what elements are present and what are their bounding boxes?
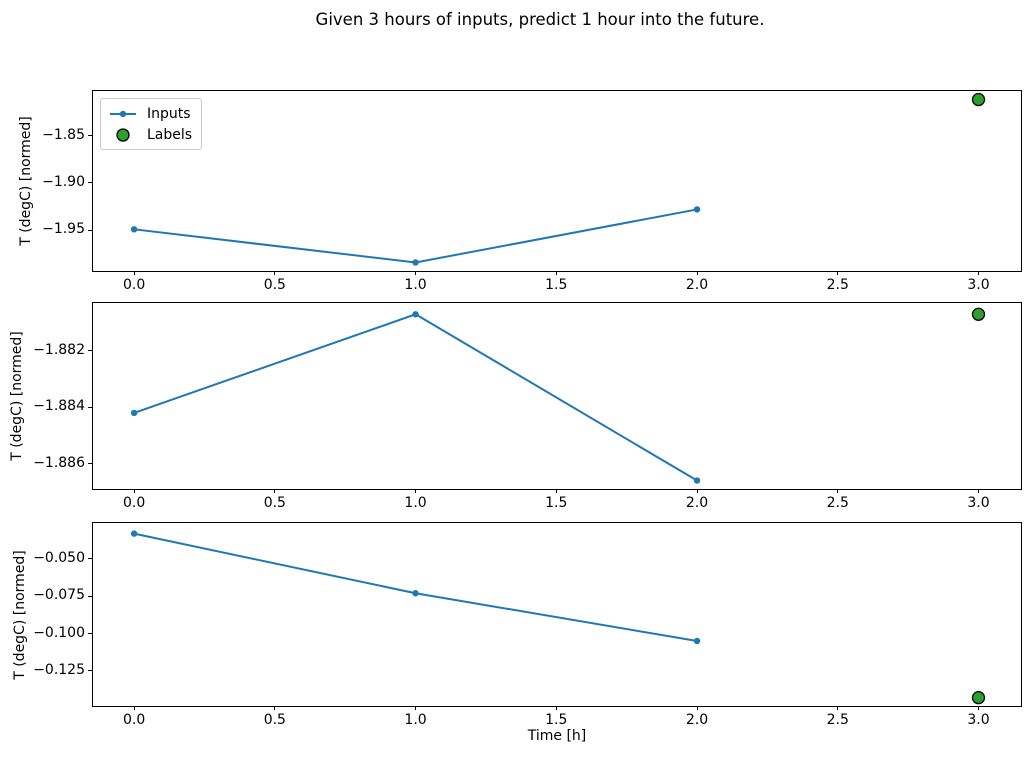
x-tick <box>415 706 417 710</box>
x-tick <box>415 489 417 493</box>
inputs-line <box>133 532 698 642</box>
input-point-marker <box>412 590 419 597</box>
x-tick <box>696 489 698 493</box>
input-point-marker <box>130 409 138 417</box>
subplot-top: T (degC) [normed] Inputs <box>0 90 1030 293</box>
input-point-marker <box>412 311 419 318</box>
y-tick <box>88 633 92 635</box>
plot-area: 0.0 0.5 1.0 1.5 2.0 2.5 3.0 −0.050 −0.075 −0.100 −… <box>33 522 1022 728</box>
x-tick-label: 2.0 <box>685 495 709 511</box>
series-plot <box>130 92 986 266</box>
input-point-marker <box>693 637 701 645</box>
labels-circle-marker-icon <box>108 127 138 143</box>
y-tick-label: −1.884 <box>33 398 85 415</box>
x-tick <box>977 271 979 275</box>
x-tick <box>977 489 979 493</box>
x-tick-label: 1.0 <box>404 495 427 511</box>
legend-item-labels: Labels <box>108 124 192 145</box>
y-axis-label: T (degC) [normed] <box>9 331 25 461</box>
y-axis-label: T (degC) [normed] <box>18 116 34 246</box>
x-tick <box>133 706 135 710</box>
y-tick-label: −1.90 <box>42 173 85 190</box>
subplot-middle: T (degC) [normed] 0.0 0.5 1.0 1.5 2.0 2.5 3.0 −… <box>0 302 1030 511</box>
x-tick <box>696 271 698 275</box>
subplot-bottom: T (degC) [normed] 0.0 0.5 1.0 1.5 2.0 2.5 3.0 −… <box>0 522 1030 728</box>
x-tick-label: 0.5 <box>263 495 286 511</box>
y-tick <box>88 558 92 560</box>
plot-area: Inputs Labels 0.0 0.5 1.0 1.5 2.0 2.5 3.0 −1.85… <box>42 90 1022 293</box>
x-tick-label: 1.0 <box>404 277 427 293</box>
x-tick-label: 2.5 <box>826 277 849 293</box>
y-tick-label: −0.100 <box>33 624 85 641</box>
x-tick <box>837 489 839 493</box>
y-tick <box>88 135 92 137</box>
x-tick-label: 0.5 <box>263 277 286 293</box>
series-plot <box>130 530 986 705</box>
x-tick-label: 2.0 <box>685 712 709 728</box>
y-tick-label: −1.85 <box>42 126 85 143</box>
page-title: Given 3 hours of inputs, predict 1 hour … <box>315 10 765 29</box>
inputs-line <box>133 208 698 264</box>
x-tick-label: 2.0 <box>685 277 709 293</box>
x-tick <box>415 271 417 275</box>
input-point-marker <box>130 226 138 233</box>
input-point-marker <box>412 259 419 266</box>
inputs-line <box>133 313 698 482</box>
y-tick <box>88 350 92 352</box>
x-tick-label: 1.0 <box>404 712 427 728</box>
x-tick-label: 0.0 <box>122 277 146 293</box>
x-tick <box>977 706 979 710</box>
input-point-marker <box>130 530 138 537</box>
y-tick <box>88 670 92 672</box>
input-point-marker <box>693 206 701 213</box>
y-tick <box>88 229 92 231</box>
label-point-marker <box>971 92 986 107</box>
plot-area: 0.0 0.5 1.0 1.5 2.0 2.5 3.0 −1.882 −1.884 −1.886 <box>33 302 1022 511</box>
inputs-line-marker-icon <box>108 107 138 121</box>
y-tick <box>88 182 92 184</box>
y-tick-label: −1.882 <box>33 341 85 358</box>
x-tick-label: 0.5 <box>263 712 286 728</box>
x-tick <box>837 706 839 710</box>
x-tick <box>555 706 557 710</box>
x-tick <box>837 271 839 275</box>
legend-item-inputs: Inputs <box>108 103 192 124</box>
x-tick <box>555 271 557 275</box>
x-tick <box>133 489 135 493</box>
x-tick-label: 2.5 <box>826 712 849 728</box>
x-tick-label: 1.5 <box>545 495 568 511</box>
x-axis-label: Time [h] <box>527 728 587 744</box>
x-tick-label: 3.0 <box>967 712 990 728</box>
x-tick <box>274 489 276 493</box>
legend: Inputs Labels <box>100 98 203 150</box>
x-tick <box>274 271 276 275</box>
x-tick <box>274 706 276 710</box>
x-tick-label: 1.5 <box>545 277 568 293</box>
y-tick-label: −1.95 <box>42 221 85 238</box>
y-tick-label: −0.050 <box>33 549 85 566</box>
x-tick-label: 1.5 <box>545 712 568 728</box>
legend-label-inputs: Inputs <box>147 105 191 122</box>
label-point-marker <box>971 307 986 321</box>
y-tick <box>88 595 92 597</box>
y-tick-label: −0.075 <box>33 587 85 604</box>
input-point-marker <box>693 477 701 484</box>
y-tick <box>88 406 92 408</box>
x-tick <box>696 706 698 710</box>
x-tick <box>133 271 135 275</box>
x-tick-label: 3.0 <box>967 277 990 293</box>
label-point-marker <box>971 690 986 705</box>
y-tick-label: −0.125 <box>33 661 85 678</box>
y-axis-label: T (degC) [normed] <box>12 549 28 680</box>
y-tick-label: −1.886 <box>33 454 85 471</box>
x-tick-label: 3.0 <box>967 495 990 511</box>
x-tick <box>555 489 557 493</box>
x-tick-label: 0.0 <box>122 495 146 511</box>
legend-label-labels: Labels <box>147 126 193 143</box>
x-tick-label: 2.5 <box>826 495 849 511</box>
x-tick-label: 0.0 <box>122 712 146 728</box>
y-tick <box>88 463 92 465</box>
series-plot <box>130 307 986 484</box>
